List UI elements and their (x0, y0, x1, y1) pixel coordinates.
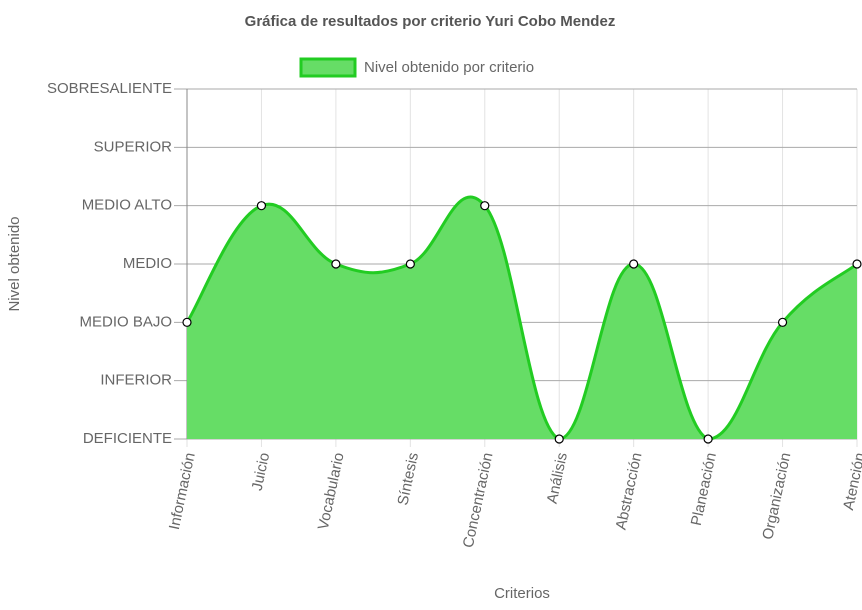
area (187, 197, 857, 439)
y-tick-label: SOBRESALIENTE (47, 80, 172, 97)
y-tick-label: INFERIOR (100, 372, 172, 389)
y-tick-label: MEDIO ALTO (82, 197, 172, 214)
point (182, 317, 192, 327)
x-tick-label: Juicio (249, 451, 274, 492)
x-tick-label: Información (166, 451, 199, 531)
point (703, 434, 713, 444)
point (629, 259, 639, 269)
point (405, 259, 415, 269)
y-tick-label: MEDIO BAJO (79, 313, 172, 330)
point (256, 201, 267, 211)
point (852, 259, 862, 269)
y-tick-label: SUPERIOR (94, 138, 173, 155)
x-tick-label: Abstracción (613, 451, 646, 531)
y-tick-label: MEDIO (123, 255, 172, 272)
point (554, 434, 564, 444)
y-axis-title: Nivel obtenido (6, 216, 23, 311)
chart-title: Gráfica de resultados por criterio Yuri … (245, 13, 616, 30)
point (777, 317, 788, 327)
x-tick-label: Síntesis (394, 451, 422, 507)
x-tick-label: Concentración (460, 451, 497, 549)
legend-label: Nivel obtenido por criterio (364, 59, 534, 76)
x-tick-label: Planeación (688, 451, 720, 527)
x-tick-label: Vocabulario (315, 451, 348, 531)
point (480, 201, 490, 211)
point (331, 259, 341, 269)
x-tick-label: Organización (759, 451, 794, 541)
x-tick-label: Atención (840, 451, 862, 512)
legend-swatch (299, 57, 357, 78)
x-axis-title: Criterios (494, 585, 550, 602)
x-tick-label: Análisis (544, 451, 571, 505)
line (185, 195, 858, 441)
y-tick-label: DEFICIENTE (83, 430, 172, 447)
